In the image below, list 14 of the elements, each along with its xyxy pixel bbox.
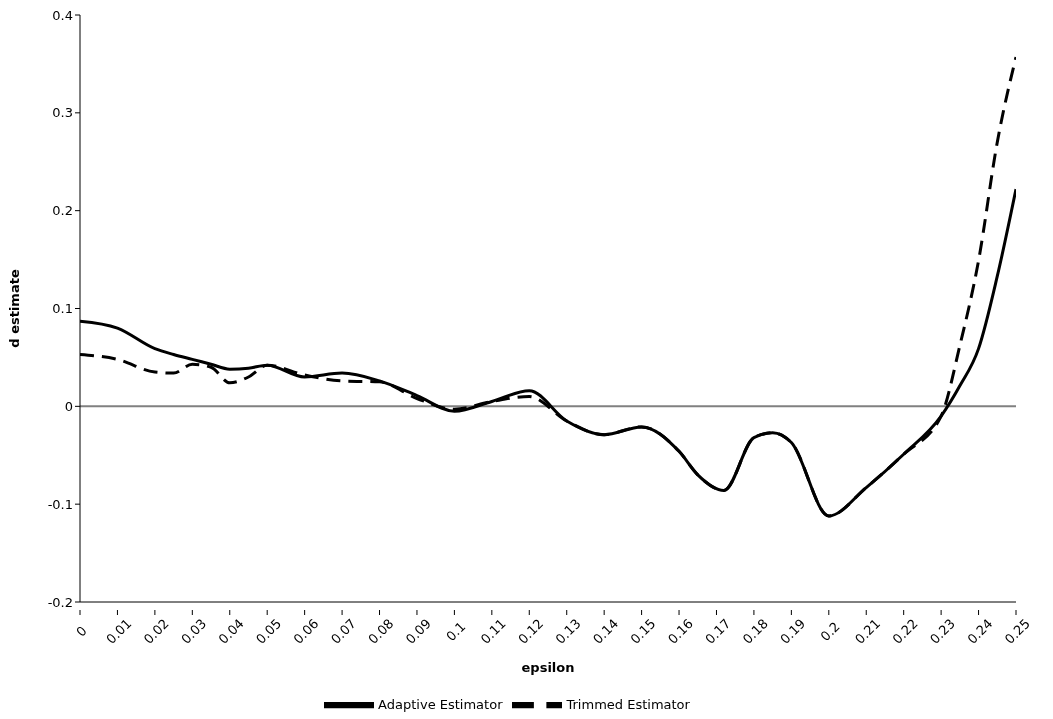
y-tick-label: 0.1	[52, 301, 73, 317]
y-tick-label: 0.4	[52, 7, 73, 23]
x-axis-title: epsilon	[521, 660, 575, 675]
x-tick-label: 0.1	[443, 618, 469, 645]
y-tick-label: 0	[64, 398, 73, 414]
legend-label: Adaptive Estimator	[378, 696, 503, 712]
x-tick-label: 0.2	[817, 618, 843, 645]
y-tick-label: 0.2	[52, 203, 73, 219]
legend-label: Trimmed Estimator	[566, 696, 690, 712]
x-tick-label: 0	[73, 623, 90, 640]
y-tick-label: 0.3	[52, 105, 73, 121]
y-axis-title: d estimate	[6, 269, 22, 348]
y-tick-label: -0.2	[47, 594, 73, 610]
y-tick-label: -0.1	[47, 496, 73, 512]
